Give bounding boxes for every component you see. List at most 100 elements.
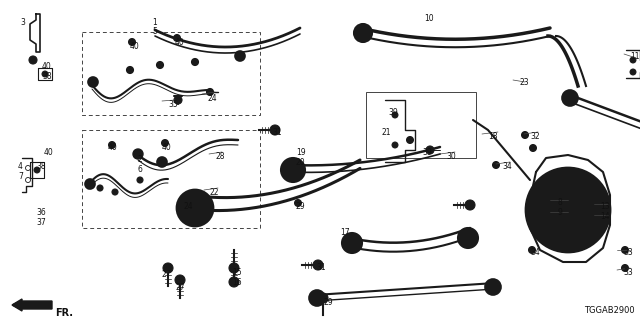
Text: 29: 29 [323, 298, 333, 307]
Circle shape [392, 112, 398, 118]
Text: 17: 17 [340, 228, 349, 237]
Text: 31: 31 [272, 128, 282, 137]
Circle shape [392, 142, 398, 148]
Circle shape [127, 67, 134, 74]
Text: 40: 40 [42, 62, 52, 71]
Circle shape [174, 96, 182, 104]
Circle shape [207, 89, 214, 95]
Text: 40: 40 [130, 42, 140, 51]
Text: TGGAB2900: TGGAB2900 [584, 306, 635, 315]
Text: 30: 30 [446, 152, 456, 161]
Circle shape [309, 290, 325, 306]
Text: 16: 16 [232, 278, 242, 287]
Text: 34: 34 [530, 248, 540, 257]
Circle shape [485, 279, 501, 295]
Text: 40: 40 [175, 38, 185, 47]
Circle shape [529, 145, 536, 151]
Circle shape [354, 24, 372, 42]
Text: 33: 33 [623, 248, 633, 257]
Text: 38: 38 [36, 162, 45, 171]
Text: 39: 39 [422, 148, 432, 157]
Circle shape [554, 196, 582, 224]
Circle shape [270, 125, 280, 135]
Circle shape [318, 293, 328, 303]
Text: 32: 32 [530, 132, 540, 141]
Circle shape [29, 56, 37, 64]
Circle shape [42, 71, 48, 77]
Text: 31: 31 [316, 263, 326, 272]
Circle shape [157, 157, 167, 167]
Text: 36: 36 [36, 208, 45, 217]
Text: 14: 14 [600, 212, 610, 221]
Circle shape [281, 158, 305, 182]
Text: 40: 40 [108, 143, 118, 152]
Circle shape [177, 190, 213, 226]
Circle shape [458, 228, 478, 248]
Circle shape [185, 198, 205, 218]
Text: 38: 38 [42, 72, 52, 81]
Text: 5: 5 [152, 27, 157, 36]
Text: 22: 22 [210, 188, 220, 197]
Circle shape [229, 263, 239, 273]
Text: 33: 33 [623, 268, 633, 277]
Circle shape [426, 146, 434, 154]
Circle shape [88, 77, 98, 87]
Text: 6: 6 [137, 165, 142, 174]
Circle shape [554, 196, 561, 204]
Circle shape [157, 61, 163, 68]
Bar [366, 92, 476, 158]
Circle shape [34, 167, 40, 173]
Text: 3: 3 [20, 18, 25, 27]
Bar [82, 130, 260, 228]
Circle shape [406, 137, 413, 143]
Circle shape [112, 189, 118, 195]
Circle shape [580, 234, 588, 241]
Text: 19: 19 [296, 148, 306, 157]
Circle shape [540, 182, 596, 238]
Circle shape [529, 246, 536, 253]
Text: 11: 11 [630, 52, 639, 61]
Circle shape [493, 162, 499, 169]
FancyArrow shape [12, 299, 52, 311]
Text: 8: 8 [558, 198, 563, 207]
Circle shape [548, 179, 556, 186]
Text: 24: 24 [183, 202, 193, 211]
Text: 21: 21 [382, 128, 392, 137]
Circle shape [621, 265, 628, 271]
Circle shape [596, 206, 604, 213]
Circle shape [161, 140, 168, 147]
Circle shape [109, 141, 115, 148]
Text: 40: 40 [162, 143, 172, 152]
Text: 10: 10 [424, 14, 434, 23]
Circle shape [562, 90, 578, 106]
Circle shape [175, 275, 185, 285]
Circle shape [554, 209, 561, 215]
Circle shape [630, 57, 636, 63]
Text: 24: 24 [208, 94, 218, 103]
Circle shape [97, 185, 103, 191]
Circle shape [133, 149, 143, 159]
Circle shape [313, 260, 323, 270]
Circle shape [294, 199, 301, 206]
Text: 40: 40 [44, 148, 54, 157]
Text: 35: 35 [168, 100, 178, 109]
Circle shape [85, 179, 95, 189]
Circle shape [522, 132, 529, 139]
Circle shape [235, 51, 245, 61]
Circle shape [465, 200, 475, 210]
Text: 1: 1 [152, 18, 157, 27]
Circle shape [548, 234, 556, 241]
Text: 15: 15 [232, 268, 242, 277]
Text: 7: 7 [18, 172, 23, 181]
Text: 23: 23 [519, 78, 529, 87]
Circle shape [173, 35, 180, 42]
Text: 4: 4 [18, 162, 23, 171]
Circle shape [163, 263, 173, 273]
Text: 27: 27 [175, 283, 184, 292]
Circle shape [342, 233, 362, 253]
Circle shape [191, 59, 198, 66]
Text: 20: 20 [296, 158, 306, 167]
Text: 34: 34 [502, 162, 512, 171]
Text: 28: 28 [215, 152, 225, 161]
Text: 27: 27 [162, 270, 172, 279]
